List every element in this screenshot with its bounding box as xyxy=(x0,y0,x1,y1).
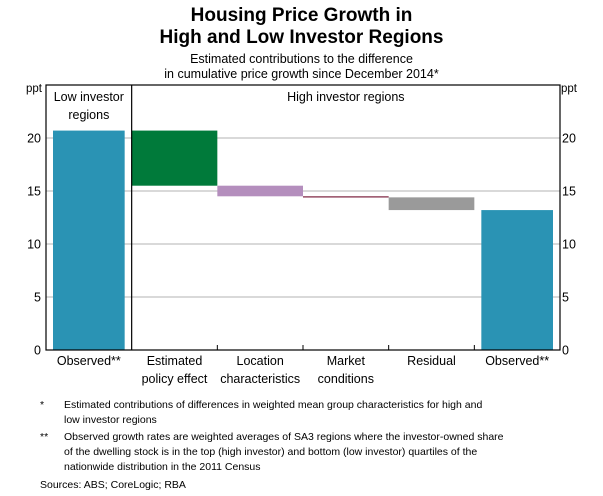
footnote-1: * Estimated contributions of differences… xyxy=(40,398,560,428)
footnote-1-marker: * xyxy=(40,399,45,411)
chart-title-line-1: Housing Price Growth in xyxy=(190,5,413,26)
footnote-2-line-1: Observed growth rates are weighted avera… xyxy=(64,431,504,443)
footnote-1-line-1: Estimated contributions of differences i… xyxy=(64,399,483,411)
footnote-2-text: Observed growth rates are weighted avera… xyxy=(64,430,560,475)
bar-0 xyxy=(53,130,125,350)
category-label-4-line-0: Residual xyxy=(407,354,456,368)
bars xyxy=(53,130,553,350)
bar-5 xyxy=(481,210,553,350)
bar-1 xyxy=(131,130,218,186)
footnote-2: ** Observed growth rates are weighted av… xyxy=(40,430,560,475)
category-label-0-line-0: Observed** xyxy=(57,354,121,368)
y-tick-right-15: 15 xyxy=(562,185,576,199)
plot-frame xyxy=(45,84,561,351)
y-tick-left-5: 5 xyxy=(34,291,41,305)
footnote-2-line-3: nationwide distribution in the 2011 Cens… xyxy=(64,461,261,473)
footnote-1-text: Estimated contributions of differences i… xyxy=(64,398,560,428)
sources: Sources: ABS; CoreLogic; RBA xyxy=(40,479,186,491)
category-label-1-line-0: Estimated xyxy=(147,354,203,368)
panel-label-1-line-0: High investor regions xyxy=(287,90,404,104)
chart-subtitle-line-1: Estimated contributions to the differenc… xyxy=(190,52,413,66)
chart-title-line-2: High and Low Investor Regions xyxy=(159,27,444,48)
category-label-2-line-1: characteristics xyxy=(220,372,300,386)
y-tick-right-10: 10 xyxy=(562,238,576,252)
category-label-5-line-0: Observed** xyxy=(485,354,549,368)
y-axis-label-right: ppt xyxy=(561,83,578,95)
footnotes: * Estimated contributions of differences… xyxy=(40,398,560,475)
chart-labels: 0 0 5 5 10 10 15 15 20 20 ppt ppt Low investor region… xyxy=(26,83,578,386)
y-axis-label-left: ppt xyxy=(26,83,43,95)
y-tick-left-15: 15 xyxy=(27,185,41,199)
y-tick-right-5: 5 xyxy=(562,291,569,305)
panel-label-0-line-1: regions xyxy=(68,108,109,122)
y-tick-left-20: 20 xyxy=(27,132,41,146)
bar-2 xyxy=(217,185,303,197)
category-label-3-line-0: Market xyxy=(327,354,366,368)
y-tick-right-20: 20 xyxy=(562,132,576,146)
bar-3 xyxy=(303,196,389,198)
chart-subtitle-line-2: in cumulative price growth since Decembe… xyxy=(164,67,439,81)
footnote-2-marker: ** xyxy=(40,431,49,443)
footnote-1-line-2: low investor regions xyxy=(64,414,157,426)
panel-label-0-line-0: Low investor xyxy=(54,90,124,104)
bar-4 xyxy=(388,197,475,211)
footnote-2-line-2: of the dwelling stock is in the top (hig… xyxy=(64,446,478,458)
waterfall-chart: 0 0 5 5 10 10 15 15 20 20 ppt ppt Low investor region… xyxy=(26,83,578,386)
category-label-1-line-1: policy effect xyxy=(142,372,208,386)
y-tick-left-0: 0 xyxy=(34,344,41,358)
category-label-3-line-1: conditions xyxy=(318,372,374,386)
y-tick-right-0: 0 xyxy=(562,344,569,358)
y-tick-left-10: 10 xyxy=(27,238,41,252)
category-label-2-line-0: Location xyxy=(237,354,284,368)
